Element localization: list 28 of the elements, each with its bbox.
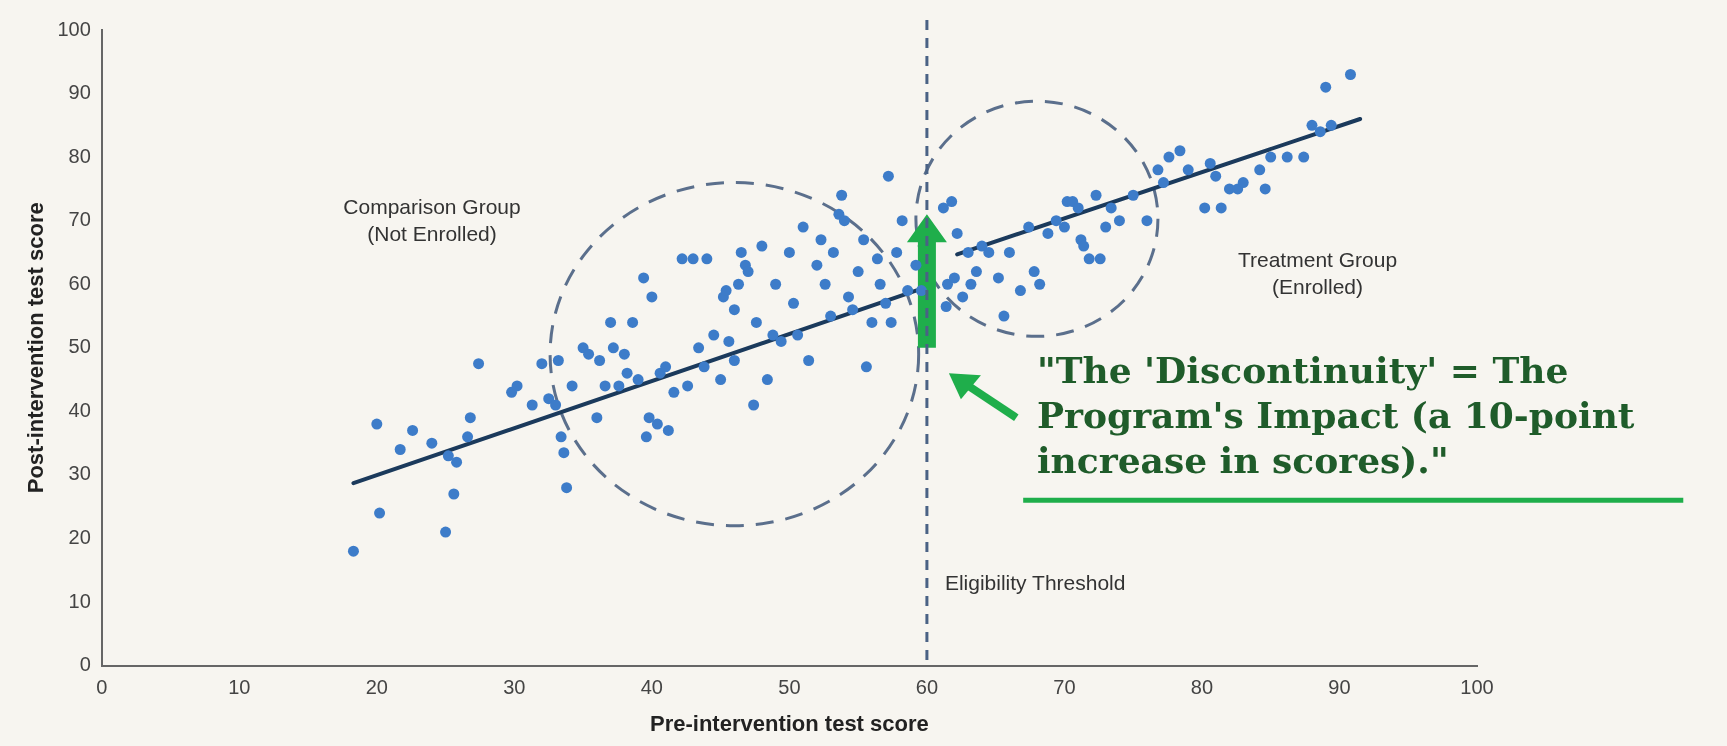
y-tick-label: 50: [68, 335, 91, 358]
x-tick-label: 60: [915, 676, 939, 699]
x-tick-label: 50: [778, 676, 801, 699]
x-tick-label: 100: [1460, 676, 1494, 699]
x-axis-title: Pre-intervention test score: [650, 710, 929, 736]
y-tick-label: 20: [68, 526, 91, 548]
x-tick-label: 10: [228, 676, 251, 699]
annotation: Comparison Group (Not Enrolled): [343, 194, 521, 248]
ref-line-label: Eligibility Threshold: [944, 571, 1126, 595]
x-tick-label: 90: [1328, 676, 1351, 699]
y-tick-label: 100: [57, 17, 91, 40]
y-tick-label: 30: [68, 462, 91, 485]
y-tick-label: 80: [68, 144, 91, 167]
x-tick-label: 40: [640, 676, 663, 699]
y-tick-label: 70: [68, 208, 91, 231]
x-tick-label: 20: [365, 676, 388, 699]
x-tick-label: 30: [503, 676, 526, 699]
x-tick-label: 70: [1053, 676, 1076, 699]
annotation: "The 'Discontinuity' = The Program's Impact (a 10-point increase in scores).": [1036, 347, 1636, 483]
x-tick-label: 0: [96, 676, 108, 699]
y-tick-label: 10: [68, 589, 91, 612]
y-tick-label: 0: [79, 653, 91, 676]
y-tick-label: 60: [68, 271, 91, 294]
y-tick-label: 40: [68, 398, 91, 421]
y-tick-label: 90: [68, 81, 91, 104]
x-tick-label: 80: [1190, 676, 1214, 699]
y-axis-title: Post-intervention test score: [23, 202, 49, 494]
annotation: Treatment Group (Enrolled): [1237, 246, 1398, 301]
